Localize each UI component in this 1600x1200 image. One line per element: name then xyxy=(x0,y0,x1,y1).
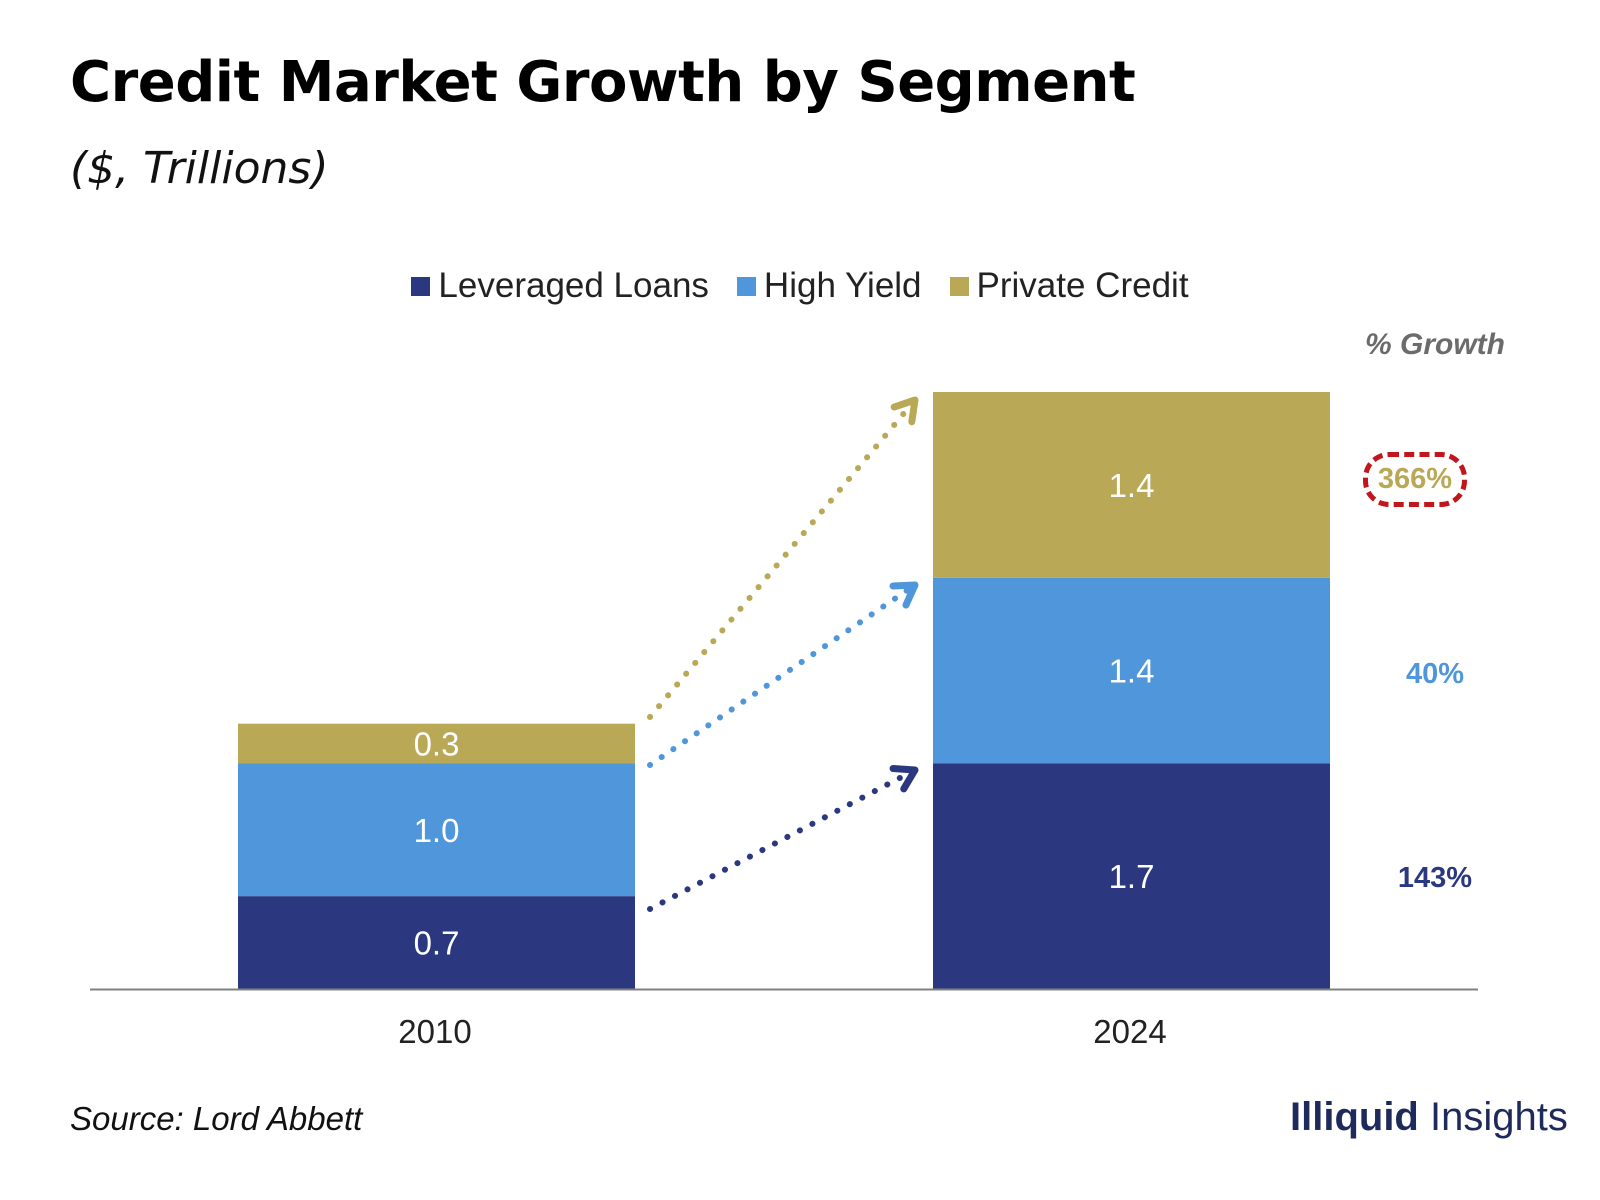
data-label-leveraged-loans-2010: 0.7 xyxy=(414,925,460,962)
growth-label-high-yield: 40% xyxy=(1405,658,1465,690)
legend-item-private-credit: Private Credit xyxy=(949,266,1189,306)
legend-label-private-credit: Private Credit xyxy=(976,266,1189,305)
legend-swatch-leveraged-loans xyxy=(411,276,431,296)
legend-swatch-high-yield xyxy=(736,276,756,296)
legend-swatch-private-credit xyxy=(949,276,969,296)
chart-title: Credit Market Growth by Segment xyxy=(70,50,1136,115)
bar-high-yield-2024 xyxy=(933,577,1330,764)
growth-label-leveraged-loans: 143% xyxy=(1397,862,1473,894)
bar-leveraged-loans-2024 xyxy=(933,763,1330,989)
growth-arrowhead-high-yield xyxy=(889,581,919,609)
bar-leveraged-loans-2010 xyxy=(238,896,635,989)
brand-regular: Insights xyxy=(1418,1095,1568,1139)
bar-private-credit-2010 xyxy=(238,723,635,764)
growth-arrowhead-private-credit xyxy=(890,396,919,426)
source-note: Source: Lord Abbett xyxy=(70,1100,363,1137)
data-label-high-yield-2024: 1.4 xyxy=(1109,653,1155,690)
growth-arrow-private-credit xyxy=(647,397,918,720)
growth-arrow-leveraged-loans xyxy=(647,767,918,912)
chart-subtitle: ($, Trillions) xyxy=(70,143,329,194)
data-label-private-credit-2024: 1.4 xyxy=(1109,467,1155,504)
legend: Leveraged Loans High Yield Private Credi… xyxy=(0,266,1600,306)
legend-item-leveraged-loans: Leveraged Loans xyxy=(411,266,709,306)
x-tick-label-2024: 2024 xyxy=(1093,1013,1166,1050)
bar-high-yield-2010 xyxy=(238,763,635,897)
brand-logo: Illiquid Insights xyxy=(1290,1095,1568,1140)
growth-header: % Growth xyxy=(1365,328,1505,361)
data-label-private-credit-2010: 0.3 xyxy=(414,726,460,763)
brand-bold: Illiquid xyxy=(1290,1095,1419,1139)
growth-arrow-high-yield xyxy=(647,582,918,768)
growth-arrowhead-leveraged-loans xyxy=(889,765,919,793)
legend-label-high-yield: High Yield xyxy=(763,266,922,305)
data-label-leveraged-loans-2024: 1.7 xyxy=(1109,858,1155,895)
data-label-high-yield-2010: 1.0 xyxy=(414,812,460,849)
growth-label-private-credit: 366% xyxy=(1363,452,1467,507)
bar-private-credit-2024 xyxy=(933,392,1330,578)
x-tick-label-2010: 2010 xyxy=(398,1013,471,1050)
legend-label-leveraged-loans: Leveraged Loans xyxy=(438,266,709,305)
legend-item-high-yield: High Yield xyxy=(736,266,922,306)
